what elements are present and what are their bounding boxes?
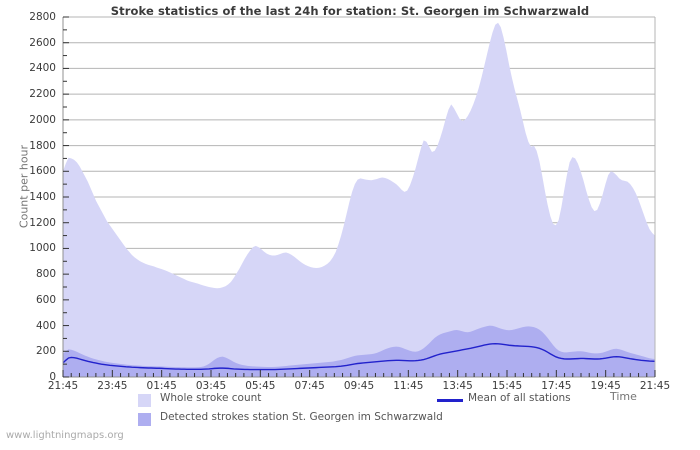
legend-line-swatch	[437, 399, 463, 402]
x-axis-tick-label: 09:45	[343, 380, 375, 392]
y-axis-tick-label: 1800	[29, 139, 56, 152]
y-axis-tick-label: 2800	[29, 11, 56, 23]
legend-label: Whole stroke count	[160, 392, 262, 404]
x-axis-tick-label: 21:45	[639, 380, 671, 392]
x-axis-tick-label: 23:45	[97, 380, 128, 392]
legend-color-swatch	[138, 394, 151, 407]
legend-label: Mean of all stations	[468, 392, 571, 404]
y-axis-tick-labels: 0 200 400 600 800 1000 1200 1400 1600 1800 2000 220…	[8, 0, 56, 450]
x-axis-tick-label: 21:45	[47, 380, 79, 392]
x-axis-tick-label: 05:45	[245, 380, 276, 392]
y-axis-tick-label: 600	[35, 293, 56, 306]
y-axis-tick-label: 200	[35, 345, 56, 358]
x-axis-tick-label: 11:45	[393, 380, 424, 392]
y-axis-tick-label: 2200	[29, 88, 56, 101]
x-axis-label: Time	[610, 390, 637, 403]
y-axis-tick-label: 2400	[29, 62, 56, 75]
footer-attribution: www.lightningmaps.org	[6, 430, 124, 441]
y-axis-tick-label: 1200	[29, 216, 56, 229]
x-axis-tick-label: 03:45	[195, 380, 227, 392]
y-axis-tick-label: 2600	[29, 36, 56, 49]
y-axis-tick-label: 400	[35, 319, 56, 332]
y-axis-tick-label: 1600	[29, 165, 56, 178]
y-axis-tick-label: 0	[49, 371, 56, 383]
x-axis-tick-label: 13:45	[442, 380, 473, 392]
y-axis-tick-label: 2000	[29, 113, 56, 126]
x-axis-tick-label: 19:45	[590, 380, 621, 392]
x-axis-tick-label: 15:45	[491, 380, 523, 392]
y-axis-tick-label: 1400	[29, 191, 56, 203]
x-axis-tick-label: 07:45	[294, 380, 325, 392]
legend-label: Detected strokes station St. Georgen im …	[160, 411, 443, 423]
y-axis-tick-label: 800	[35, 268, 56, 281]
legend-color-swatch	[138, 413, 151, 426]
chart-title: Stroke statistics of the last 24h for st…	[110, 4, 590, 18]
x-axis-tick-label: 01:45	[146, 380, 177, 392]
y-axis-tick-label: 1000	[29, 242, 56, 255]
x-axis-tick-label: 17:45	[541, 380, 572, 392]
